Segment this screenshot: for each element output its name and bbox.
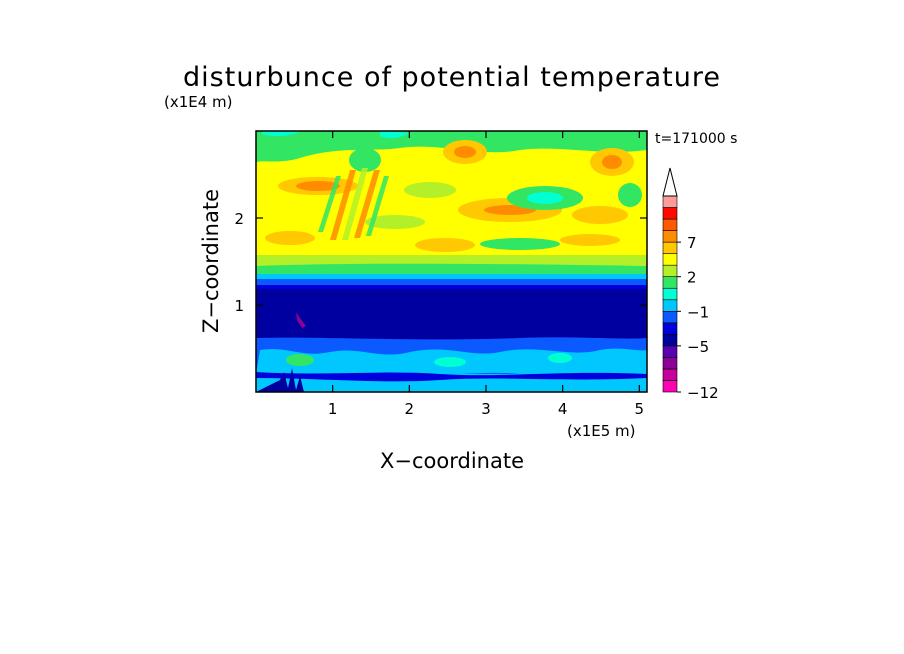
orange-patch — [572, 206, 628, 224]
wave-streaks — [318, 168, 389, 240]
x-tick-label: 4 — [558, 400, 568, 418]
transition-medblue — [256, 285, 647, 290]
lower-green — [434, 357, 466, 367]
transition-green — [256, 263, 647, 276]
colorbar-swatch — [662, 299, 678, 312]
y-tick-label: 2 — [234, 210, 244, 228]
y-axis-ticks: 12 — [234, 210, 647, 315]
colorbar-swatch — [662, 276, 678, 289]
x-tick-label: 5 — [635, 400, 645, 418]
orange-patch — [454, 146, 476, 158]
colorbar-swatch — [662, 310, 678, 324]
time-label: t=171000 s — [655, 131, 737, 147]
orange-patch — [296, 181, 340, 191]
y-unit-label: (x1E4 m) — [164, 93, 233, 111]
surface-dark — [256, 372, 647, 382]
green-patch — [349, 148, 381, 172]
colorbar-extend-arrow — [662, 167, 678, 197]
colorbar-tick-label: 2 — [687, 269, 697, 287]
colorbar-swatch — [662, 334, 678, 347]
green-patch — [618, 183, 642, 207]
orange-patch — [602, 155, 622, 169]
colorbar-swatch — [662, 241, 678, 254]
chart-title: disturbunce of potential temperature — [183, 62, 721, 93]
colorbar-swatch — [662, 357, 678, 370]
orange-patch — [265, 231, 315, 245]
colorbar: 7 2 −1 −5 −12 — [662, 167, 719, 402]
colorbar-swatch — [662, 345, 678, 358]
transition-cyan — [256, 274, 647, 280]
purple-plume — [296, 312, 306, 328]
contour-field — [256, 131, 647, 392]
x-unit-label: (x1E5 m) — [567, 422, 636, 440]
colorbar-tick-label: −5 — [687, 338, 709, 356]
orange-patch — [560, 234, 620, 246]
y-axis-title: Z−coordinate — [199, 189, 223, 333]
colorbar-tick-label: −12 — [687, 384, 719, 402]
x-axis-ticks: 1 2 3 4 5 — [328, 131, 644, 418]
colorbar-tick-label: 7 — [687, 234, 697, 252]
colorbar-swatch — [662, 253, 678, 266]
cold-layer-inner — [256, 295, 647, 334]
x-axis-title: X−coordinate — [380, 449, 524, 473]
colorbar-swatch — [662, 264, 678, 278]
y-tick-label: 1 — [234, 297, 244, 315]
colorbar-swatch — [662, 368, 678, 381]
colorbar-tick-label: −1 — [687, 303, 709, 321]
green-patch — [480, 238, 560, 250]
x-tick-label: 3 — [481, 400, 491, 418]
green-patch — [365, 215, 425, 229]
colorbar-swatch — [662, 322, 678, 335]
colorbar-swatch — [662, 230, 678, 243]
colorbar-swatch — [662, 218, 678, 231]
plot-frame — [255, 130, 648, 393]
surface-speckle — [256, 368, 304, 392]
x-tick-label: 1 — [328, 400, 338, 418]
orange-patch — [415, 238, 475, 252]
lower-green — [548, 353, 572, 363]
green-patch — [404, 182, 456, 198]
x-tick-label: 2 — [405, 400, 415, 418]
lower-green — [286, 354, 314, 366]
colorbar-swatch — [662, 195, 678, 208]
transition-blue — [256, 279, 647, 286]
colorbar-swatch — [662, 207, 678, 220]
colorbar-swatch — [662, 287, 678, 301]
colorbar-swatch — [662, 380, 678, 393]
green-patch — [527, 192, 563, 204]
